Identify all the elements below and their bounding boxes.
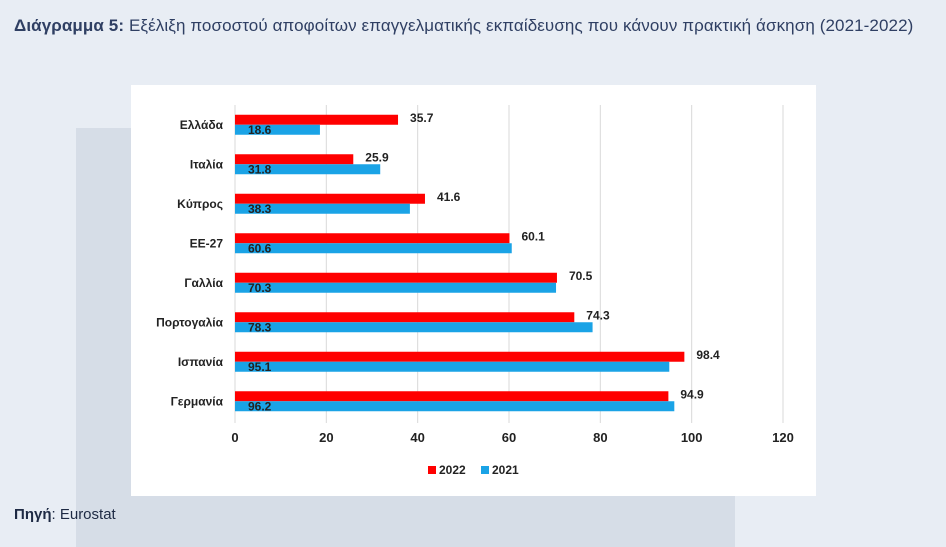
bar-2022 bbox=[235, 114, 399, 125]
data-label-2022: 94.9 bbox=[680, 387, 704, 401]
category-label: ΕΕ-27 bbox=[190, 236, 224, 250]
legend-swatch-2021 bbox=[481, 466, 489, 474]
data-label-2021: 31.8 bbox=[248, 162, 272, 176]
category-label: Ισπανία bbox=[178, 355, 224, 369]
x-tick-label: 120 bbox=[772, 430, 794, 445]
bar-2022 bbox=[235, 351, 685, 362]
x-tick-label: 80 bbox=[593, 430, 607, 445]
data-label-2022: 74.3 bbox=[586, 308, 610, 322]
category-label: Ελλάδα bbox=[180, 118, 224, 132]
data-label-2022: 41.6 bbox=[437, 190, 461, 204]
data-label-2022: 98.4 bbox=[696, 348, 720, 362]
data-label-2022: 70.5 bbox=[569, 269, 593, 283]
data-label-2022: 25.9 bbox=[365, 150, 389, 164]
bar-2021 bbox=[235, 164, 381, 175]
bar-2022 bbox=[235, 312, 575, 323]
bar-2021 bbox=[235, 124, 320, 135]
category-label: Γερμανία bbox=[171, 394, 224, 408]
data-label-2021: 96.2 bbox=[248, 399, 272, 413]
bar-chart: 0 20 40 60 80 100 120 Ελλάδα 35.7 18.6 Ιταλία 25.9 3… bbox=[156, 105, 794, 477]
source-separator: : bbox=[51, 506, 56, 523]
category-label: Γαλλία bbox=[184, 276, 223, 290]
source-note: Πηγή: Eurostat bbox=[14, 506, 116, 523]
data-label-2021: 78.3 bbox=[248, 320, 272, 334]
data-label-2021: 38.3 bbox=[248, 202, 272, 216]
data-label-2021: 95.1 bbox=[248, 360, 272, 374]
legend-swatch-2022 bbox=[428, 466, 436, 474]
x-tick-label: 0 bbox=[231, 430, 238, 445]
category-label: Πορτογαλία bbox=[156, 315, 223, 329]
legend-label-2022: 2022 bbox=[439, 463, 466, 477]
bar-2022 bbox=[235, 154, 354, 165]
x-tick-label: 20 bbox=[319, 430, 333, 445]
bar-2021 bbox=[235, 361, 670, 372]
chart-card: 0 20 40 60 80 100 120 Ελλάδα 35.7 18.6 Ιταλία 25.9 3… bbox=[131, 85, 816, 496]
bar-2021 bbox=[235, 401, 675, 412]
category-label: Ιταλία bbox=[190, 157, 224, 171]
data-label-2022: 60.1 bbox=[521, 229, 545, 243]
source-value: Eurostat bbox=[59, 506, 116, 523]
bar-2021 bbox=[235, 322, 593, 333]
bar-2022 bbox=[235, 272, 557, 283]
chart-number: Διάγραμμα 5: bbox=[14, 16, 125, 35]
bar-2021 bbox=[235, 203, 410, 214]
bar-2022 bbox=[235, 233, 510, 244]
source-label: Πηγή bbox=[14, 506, 52, 523]
chart-title: Εξέλιξη ποσοστού αποφοίτων επαγγελματική… bbox=[128, 16, 914, 35]
legend-label-2021: 2021 bbox=[492, 463, 519, 477]
data-label-2022: 35.7 bbox=[410, 111, 434, 125]
bar-2021 bbox=[235, 243, 512, 254]
bar-2021 bbox=[235, 282, 557, 293]
category-label: Κύπρος bbox=[177, 197, 223, 211]
data-label-2021: 18.6 bbox=[248, 123, 272, 137]
chart-heading: Διάγραμμα 5: Εξέλιξη ποσοστού αποφοίτων … bbox=[14, 12, 934, 39]
x-tick-label: 40 bbox=[410, 430, 424, 445]
bar-2022 bbox=[235, 391, 669, 402]
data-label-2021: 70.3 bbox=[248, 281, 272, 295]
data-label-2021: 60.6 bbox=[248, 241, 272, 255]
x-tick-label: 100 bbox=[681, 430, 703, 445]
bar-2022 bbox=[235, 193, 425, 204]
x-tick-label: 60 bbox=[502, 430, 516, 445]
